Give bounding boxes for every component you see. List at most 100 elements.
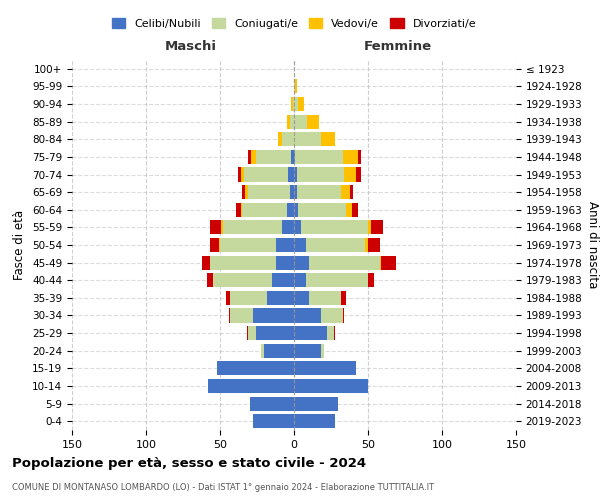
- Bar: [297, 168, 344, 181]
- Bar: [242, 202, 287, 217]
- Bar: [294, 379, 368, 393]
- Bar: [334, 326, 335, 340]
- Bar: [371, 220, 383, 234]
- Bar: [290, 114, 294, 128]
- Bar: [352, 202, 358, 217]
- Bar: [256, 150, 291, 164]
- Bar: [294, 114, 307, 128]
- Bar: [242, 185, 245, 199]
- Bar: [320, 132, 335, 146]
- Bar: [223, 220, 282, 234]
- Bar: [294, 308, 320, 322]
- Bar: [343, 308, 344, 322]
- Bar: [288, 168, 294, 181]
- Text: Popolazione per età, sesso e stato civile - 2024: Popolazione per età, sesso e stato civil…: [12, 458, 366, 470]
- Bar: [344, 168, 356, 181]
- Bar: [298, 202, 346, 217]
- Bar: [309, 291, 341, 305]
- Bar: [253, 308, 294, 322]
- Text: COMUNE DI MONTANASO LOMBARDO (LO) - Dati ISTAT 1° gennaio 2024 - Elaborazione TU: COMUNE DI MONTANASO LOMBARDO (LO) - Dati…: [12, 482, 434, 492]
- Bar: [295, 150, 343, 164]
- Bar: [320, 308, 343, 322]
- Bar: [350, 185, 353, 199]
- Bar: [294, 202, 298, 217]
- Bar: [241, 168, 244, 181]
- Bar: [241, 202, 242, 217]
- Bar: [238, 168, 241, 181]
- Bar: [278, 132, 282, 146]
- Bar: [307, 114, 319, 128]
- Bar: [218, 238, 220, 252]
- Bar: [294, 273, 306, 287]
- Bar: [294, 414, 335, 428]
- Bar: [209, 220, 221, 234]
- Bar: [287, 114, 290, 128]
- Bar: [217, 362, 294, 376]
- Bar: [293, 97, 294, 111]
- Bar: [245, 185, 248, 199]
- Bar: [202, 256, 209, 270]
- Bar: [294, 80, 295, 94]
- Bar: [294, 326, 326, 340]
- Bar: [230, 291, 268, 305]
- Bar: [268, 291, 294, 305]
- Bar: [368, 238, 380, 252]
- Bar: [346, 202, 352, 217]
- Bar: [209, 256, 276, 270]
- Text: Maschi: Maschi: [164, 40, 217, 53]
- Bar: [287, 202, 294, 217]
- Bar: [301, 220, 368, 234]
- Bar: [309, 256, 380, 270]
- Legend: Celibi/Nubili, Coniugati/e, Vedovi/e, Divorziati/e: Celibi/Nubili, Coniugati/e, Vedovi/e, Di…: [107, 14, 481, 34]
- Bar: [368, 220, 371, 234]
- Bar: [262, 344, 265, 358]
- Bar: [294, 344, 320, 358]
- Bar: [295, 80, 297, 94]
- Bar: [244, 168, 288, 181]
- Bar: [298, 97, 304, 111]
- Bar: [226, 291, 230, 305]
- Bar: [326, 326, 334, 340]
- Y-axis label: Fasce di età: Fasce di età: [13, 210, 26, 280]
- Bar: [247, 326, 248, 340]
- Bar: [248, 326, 256, 340]
- Bar: [276, 256, 294, 270]
- Bar: [282, 220, 294, 234]
- Bar: [291, 150, 294, 164]
- Bar: [380, 256, 382, 270]
- Bar: [294, 168, 297, 181]
- Bar: [294, 291, 309, 305]
- Bar: [306, 238, 365, 252]
- Bar: [368, 273, 374, 287]
- Bar: [251, 150, 256, 164]
- Bar: [291, 97, 293, 111]
- Bar: [272, 273, 294, 287]
- Bar: [206, 273, 212, 287]
- Bar: [306, 273, 368, 287]
- Bar: [220, 238, 276, 252]
- Bar: [276, 238, 294, 252]
- Bar: [365, 238, 368, 252]
- Bar: [294, 362, 356, 376]
- Bar: [208, 379, 294, 393]
- Y-axis label: Anni di nascita: Anni di nascita: [586, 202, 599, 288]
- Bar: [294, 132, 320, 146]
- Bar: [253, 414, 294, 428]
- Bar: [294, 97, 298, 111]
- Bar: [248, 150, 251, 164]
- Bar: [294, 150, 295, 164]
- Bar: [294, 396, 338, 410]
- Bar: [229, 308, 230, 322]
- Bar: [320, 344, 323, 358]
- Bar: [358, 150, 361, 164]
- Bar: [343, 150, 358, 164]
- Bar: [382, 256, 396, 270]
- Bar: [265, 344, 294, 358]
- Bar: [294, 220, 301, 234]
- Bar: [209, 238, 218, 252]
- Bar: [341, 185, 350, 199]
- Bar: [294, 238, 306, 252]
- Bar: [221, 220, 223, 234]
- Bar: [230, 308, 253, 322]
- Bar: [250, 396, 294, 410]
